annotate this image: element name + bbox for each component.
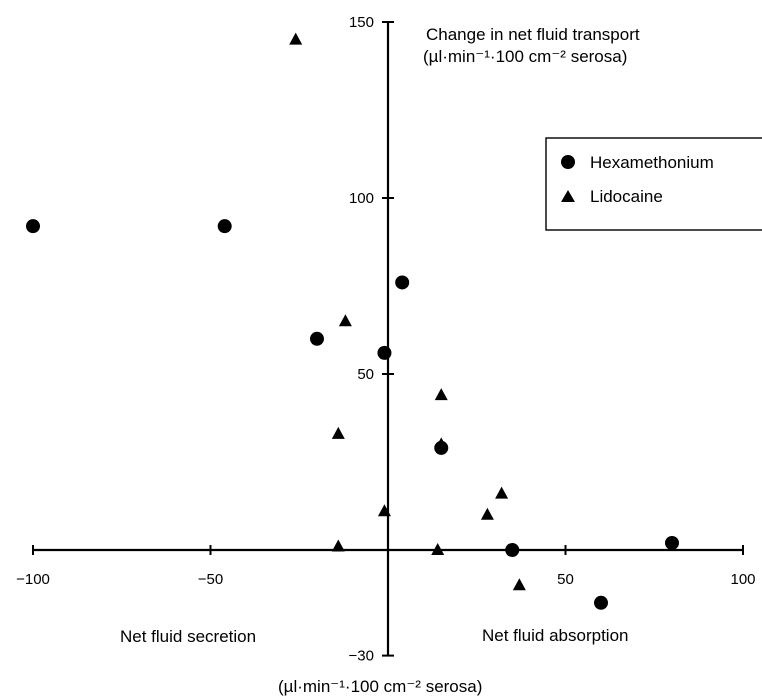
lidocaine-point <box>331 426 345 439</box>
lidocaine-point <box>512 578 526 591</box>
lidocaine-point <box>434 388 448 401</box>
legend-hexamethonium-label: Hexamethonium <box>590 153 714 172</box>
hexamethonium-point <box>217 219 232 234</box>
lidocaine-point <box>431 543 445 555</box>
y-axis-label-line1: Change in net fluid transport <box>426 25 640 44</box>
legend-lidocaine-marker <box>561 190 575 202</box>
hexamethonium-point <box>26 219 40 234</box>
x-tick-label: −50 <box>198 571 223 588</box>
hexamethonium-point <box>377 345 392 360</box>
y-tick-label: 100 <box>349 190 374 207</box>
hexamethonium-point <box>310 331 324 346</box>
lidocaine-point <box>331 539 345 552</box>
y-tick-label: 50 <box>357 366 374 383</box>
hexamethonium-point <box>594 595 608 610</box>
hexamethonium-point <box>505 543 520 557</box>
y-tick-label: −30 <box>349 648 374 665</box>
y-tick-label: 150 <box>349 14 374 31</box>
region-right-label: Net fluid absorption <box>482 626 628 645</box>
lidocaine-point <box>377 504 391 517</box>
y-axis-label-line2: (µl·min⁻¹·100 cm⁻² serosa) <box>423 47 627 66</box>
lidocaine-point <box>434 437 448 450</box>
lidocaine-point <box>338 314 352 327</box>
legend-hexamethonium-marker <box>561 155 575 169</box>
x-axis-label: (µl·min⁻¹·100 cm⁻² serosa) <box>278 677 482 696</box>
tick-marks: −100 −50 50 100 150 100 50 −30 <box>16 14 755 665</box>
legend: Hexamethonium Lidocaine <box>545 137 762 231</box>
hexamethonium-point <box>665 535 679 550</box>
x-tick-label: −100 <box>16 571 50 588</box>
lidocaine-point <box>289 32 303 45</box>
x-tick-label: 50 <box>557 571 574 588</box>
legend-lidocaine-label: Lidocaine <box>590 187 663 206</box>
legend-box <box>545 137 762 231</box>
hexamethonium-point <box>395 275 410 290</box>
region-left-label: Net fluid secretion <box>120 627 256 646</box>
data-points <box>26 32 679 610</box>
lidocaine-point <box>495 486 509 499</box>
axes <box>33 22 743 656</box>
x-tick-label: 100 <box>730 571 755 588</box>
lidocaine-point <box>480 507 494 520</box>
